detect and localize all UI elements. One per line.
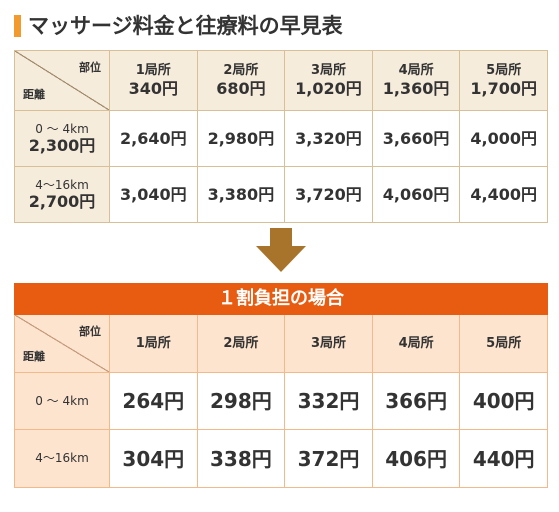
price-cell: 338円 [197,430,285,487]
price-cell: 400円 [460,373,547,429]
column-name: 1局所 [135,63,171,79]
page-title: マッサージ料金と往療料の早見表 [28,14,343,38]
price-cell: 298円 [197,373,285,429]
price-cell: 440円 [460,430,547,487]
price-cell: 2,640円 [110,111,197,166]
column-price: 680円 [216,78,266,98]
corner-bottom-label: 距離 [23,88,45,101]
price-cell: 3,720円 [285,167,372,222]
price-cell: 264円 [110,373,197,429]
down-arrow [256,228,306,272]
row-header: 0 ～ 4km [15,373,109,429]
column-price: 1,020円 [295,78,362,98]
title-marker [14,15,21,37]
price-cell: 406円 [372,430,460,487]
corner-top-label: 部位 [79,325,101,338]
column-header: 5局所 1,700円 [460,51,547,110]
table-title: １割負担の場合 [14,283,548,315]
column-header: 4局所 1,360円 [372,51,460,110]
column-header: 2局所 680円 [197,51,285,110]
price-cell: 3,660円 [372,111,460,166]
row-price: 2,700円 [28,192,96,212]
row-distance: 4～16km [35,177,89,192]
discount-table: 部位 距離 1局所 2局所 3局所 4局所 5局所 0 ～ 4km 264円 298円 332円 36… [14,315,548,488]
column-header: 4局所 [372,315,460,372]
column-header: 3局所 1,020円 [285,51,372,110]
column-header: 1局所 340円 [110,51,197,110]
column-price: 340円 [128,78,178,98]
row-header: 0 ～ 4km 2,300円 [15,111,109,166]
price-cell: 332円 [285,373,372,429]
price-cell: 3,320円 [285,111,372,166]
corner-top-label: 部位 [79,61,101,74]
column-name: 5局所 [486,63,522,79]
column-price: 1,700円 [470,78,537,98]
price-cell: 4,060円 [372,167,460,222]
corner-cell: 部位距離 [15,315,109,372]
column-header: 5局所 [460,315,547,372]
row-header: 4～16km [15,430,109,487]
price-cell: 2,980円 [197,111,285,166]
price-cell: 3,380円 [197,167,285,222]
column-name: 4局所 [398,63,434,79]
row-distance: 0 ～ 4km [35,121,89,136]
price-cell: 3,040円 [110,167,197,222]
price-cell: 4,000円 [460,111,547,166]
row-header: 4～16km 2,700円 [15,167,109,222]
price-cell: 304円 [110,430,197,487]
column-price: 1,360円 [382,78,450,98]
column-header: 2局所 [197,315,285,372]
price-cell: 372円 [285,430,372,487]
row-price: 2,300円 [28,136,96,156]
column-name: 3局所 [310,63,347,79]
corner-cell: 部位距離 [15,51,109,110]
price-cell: 4,400円 [460,167,547,222]
column-name: 2局所 [223,63,259,79]
column-header: 3局所 [285,315,372,372]
price-table: 部位 距離 1局所 340円 2局所 680円 3局所 1,020円 4局所 1,360円 5局所 1… [14,50,548,223]
price-cell: 366円 [372,373,460,429]
corner-bottom-label: 距離 [23,350,45,363]
column-header: 1局所 [110,315,197,372]
